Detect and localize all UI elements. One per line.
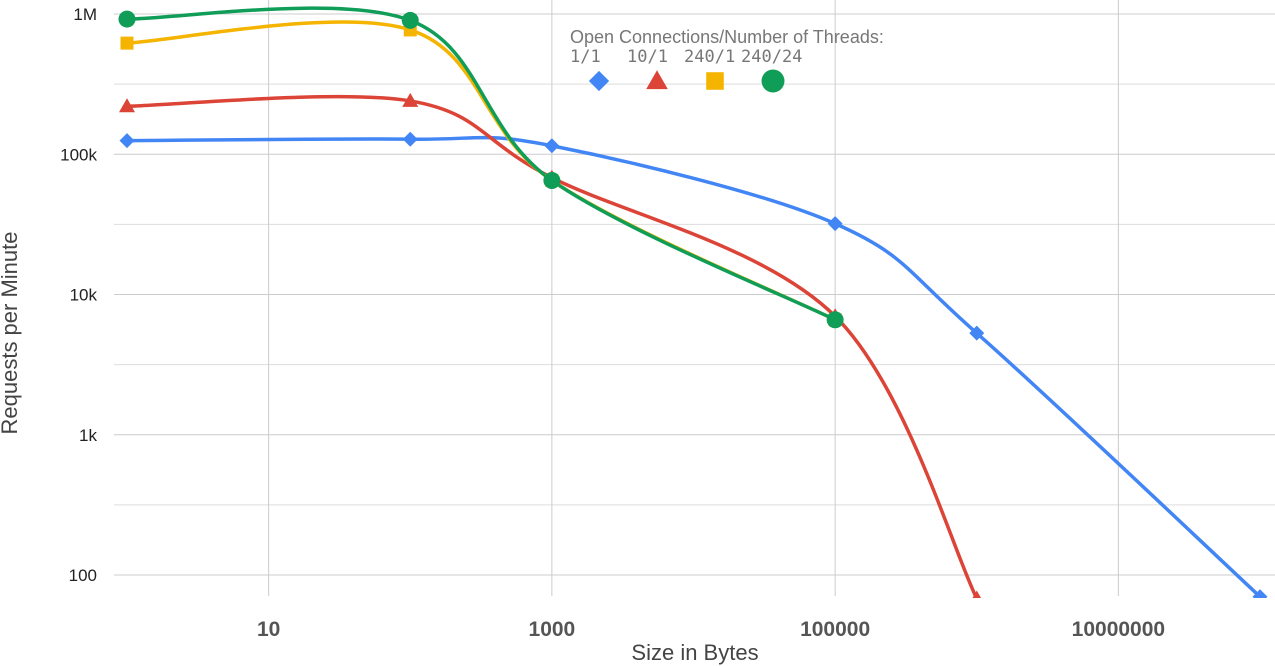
- legend-label-10-1: 10/1: [627, 47, 668, 67]
- x-tick-label: 100000: [800, 618, 870, 641]
- grid-lines: [114, 0, 1275, 596]
- data-point-1-1: [119, 133, 135, 149]
- legend: Open Connections/Number of Threads: 1/1 1…: [570, 27, 884, 93]
- y-tick-label: 1k: [79, 426, 97, 445]
- x-tick-label: 1000: [529, 618, 576, 641]
- data-point-10-1: [402, 92, 419, 107]
- series-line-10-1: [125, 94, 979, 598]
- legend-marker-240-1: [706, 72, 724, 90]
- legend-label-1-1: 1/1: [570, 47, 601, 67]
- data-point-1-1: [1252, 589, 1268, 598]
- legend-label-240-1: 240/1: [684, 47, 735, 67]
- y-tick-label: 100k: [60, 145, 97, 164]
- series-line-1-1: [125, 135, 1262, 598]
- y-axis-title: Requests per Minute: [0, 232, 22, 435]
- series-line-240-24: [125, 6, 837, 322]
- y-tick-labels: 100 1k 10k 100k 1M: [60, 5, 97, 585]
- legend-marker-10-1: [646, 70, 668, 90]
- data-point-1-1: [827, 216, 843, 232]
- series-markers: [118, 10, 1268, 598]
- legend-title: Open Connections/Number of Threads:: [570, 27, 884, 47]
- data-point-10-1: [119, 98, 135, 113]
- series-lines: [125, 6, 1262, 598]
- data-point-240-1: [120, 36, 134, 50]
- data-point-240-24: [118, 10, 136, 28]
- data-point-1-1: [544, 138, 560, 154]
- x-axis-title: Size in Bytes: [631, 640, 758, 665]
- legend-label-240-24: 240/24: [741, 47, 802, 67]
- data-point-10-1: [972, 590, 982, 598]
- legend-marker-240-24: [761, 69, 785, 93]
- y-tick-label: 1M: [73, 5, 97, 24]
- data-point-1-1: [402, 131, 418, 147]
- x-tick-labels: 10 1000 100000 10000000: [257, 618, 1165, 641]
- data-point-240-24: [401, 11, 419, 29]
- x-tick-label: 10000000: [1072, 618, 1165, 641]
- legend-marker-1-1: [588, 70, 610, 92]
- data-point-1-1: [969, 325, 985, 341]
- data-point-240-24: [543, 171, 561, 189]
- data-point-240-24: [826, 311, 844, 329]
- x-tick-label: 10: [257, 618, 280, 641]
- y-tick-label: 100: [69, 566, 97, 585]
- y-tick-label: 10k: [70, 286, 98, 305]
